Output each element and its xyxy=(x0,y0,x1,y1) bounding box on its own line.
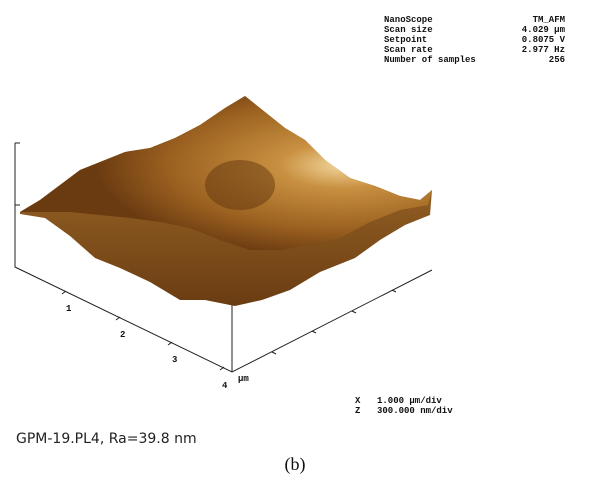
axis-labels: 1 2 3 4 µm xyxy=(66,304,249,391)
surface xyxy=(20,96,432,306)
page: {"parameters":[["NanoScope","TM_AFM"],["… xyxy=(0,0,591,480)
scale-axis: X xyxy=(355,396,361,406)
param-label: Setpoint xyxy=(384,35,427,45)
figure: NanoScope TM_AFM Scan size 4.029 µm Setp… xyxy=(0,0,591,480)
caption: GPM-19.PL4, Ra=39.8 nm xyxy=(16,431,197,447)
parameters: NanoScope TM_AFM Scan size 4.029 µm Setp… xyxy=(384,15,566,65)
body: NanoScope TM_AFM Scan size 4.029 µm Setp… xyxy=(0,0,591,480)
param-label: Scan size xyxy=(384,25,433,35)
scale-axis: Z xyxy=(355,406,360,416)
scales: X 1.000 µm/div Z 300.000 nm/div xyxy=(355,396,453,416)
param-label: Scan rate xyxy=(384,45,433,55)
surface-pit xyxy=(205,160,275,210)
axis-unit: µm xyxy=(238,374,249,384)
axis-tick-label: 1 xyxy=(66,304,72,314)
param-value: TM_AFM xyxy=(533,15,565,25)
param-value: 256 xyxy=(549,55,565,65)
axis-tick-label: 2 xyxy=(120,330,125,340)
axis-tick-label: 4 xyxy=(222,381,228,391)
param-value: 0.8075 V xyxy=(522,35,566,45)
panel-label: (b) xyxy=(285,454,306,475)
scale-value: 1.000 µm/div xyxy=(377,396,442,406)
scale-value: 300.000 nm/div xyxy=(377,406,453,416)
param-label: NanoScope xyxy=(384,15,433,25)
param-value: 4.029 µm xyxy=(522,25,566,35)
axis-tick-label: 3 xyxy=(172,355,177,365)
param-value: 2.977 Hz xyxy=(522,45,565,55)
param-label: Number of samples xyxy=(384,55,476,65)
